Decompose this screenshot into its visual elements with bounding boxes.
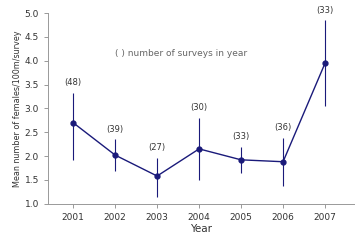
X-axis label: Year: Year	[190, 224, 212, 234]
Text: (39): (39)	[107, 125, 124, 134]
Text: (36): (36)	[274, 123, 292, 132]
Text: ( ) number of surveys in year: ( ) number of surveys in year	[115, 49, 247, 58]
Text: (33): (33)	[233, 132, 250, 141]
Text: (30): (30)	[190, 103, 208, 112]
Y-axis label: Mean number of females/100m/survey: Mean number of females/100m/survey	[13, 30, 22, 187]
Text: (48): (48)	[64, 78, 82, 87]
Text: (33): (33)	[316, 6, 334, 15]
Text: (27): (27)	[149, 143, 166, 152]
